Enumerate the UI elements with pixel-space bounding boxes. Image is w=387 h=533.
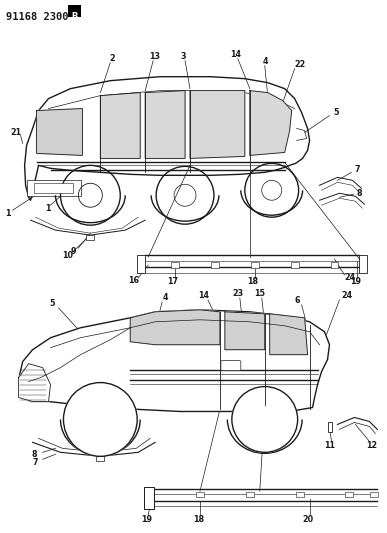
Polygon shape <box>145 91 185 158</box>
Polygon shape <box>36 109 82 156</box>
Text: 91168 2300: 91168 2300 <box>6 12 68 22</box>
Bar <box>346 492 353 497</box>
Text: 18: 18 <box>247 278 259 286</box>
Text: 23: 23 <box>232 289 243 298</box>
Bar <box>251 262 259 268</box>
FancyBboxPatch shape <box>34 183 74 193</box>
Text: 14: 14 <box>199 292 209 301</box>
Text: 5: 5 <box>50 300 55 309</box>
Polygon shape <box>130 310 220 345</box>
Bar <box>330 262 339 268</box>
Bar <box>171 262 179 268</box>
Text: 12: 12 <box>366 441 377 450</box>
FancyBboxPatch shape <box>27 180 81 196</box>
FancyBboxPatch shape <box>221 361 241 370</box>
Circle shape <box>63 383 137 456</box>
Bar <box>196 492 204 497</box>
Text: 24: 24 <box>344 273 355 282</box>
Text: 20: 20 <box>302 514 313 523</box>
Text: 7: 7 <box>354 165 360 174</box>
Text: 14: 14 <box>230 50 241 59</box>
Bar <box>296 492 304 497</box>
Bar <box>137 255 145 273</box>
Polygon shape <box>225 312 265 350</box>
Text: B: B <box>71 12 77 22</box>
Polygon shape <box>270 314 308 354</box>
Bar <box>96 456 104 461</box>
Text: 19: 19 <box>140 514 152 523</box>
Text: 9: 9 <box>71 247 76 255</box>
Polygon shape <box>190 91 245 158</box>
Text: 6: 6 <box>295 296 300 305</box>
Text: 17: 17 <box>168 278 178 286</box>
Text: 7: 7 <box>33 458 38 467</box>
Text: 4: 4 <box>163 293 168 302</box>
Bar <box>327 423 332 432</box>
Text: 8: 8 <box>32 450 38 459</box>
Text: 5: 5 <box>334 108 339 117</box>
Text: 18: 18 <box>194 514 205 523</box>
Polygon shape <box>250 91 292 156</box>
Text: 24: 24 <box>341 292 352 301</box>
Text: 16: 16 <box>128 277 139 286</box>
Text: 19: 19 <box>350 278 361 286</box>
Text: 15: 15 <box>254 289 265 298</box>
Polygon shape <box>19 364 51 401</box>
Text: 1: 1 <box>5 209 10 217</box>
Text: 3: 3 <box>180 52 186 61</box>
Circle shape <box>232 386 298 453</box>
Text: 10: 10 <box>62 251 73 260</box>
Bar <box>291 262 299 268</box>
Text: 21: 21 <box>10 128 21 137</box>
Bar <box>144 487 154 509</box>
Circle shape <box>252 407 278 432</box>
Text: 8: 8 <box>356 189 362 198</box>
Bar <box>246 492 254 497</box>
Text: 22: 22 <box>294 60 305 69</box>
Bar <box>86 235 94 240</box>
Bar <box>211 262 219 268</box>
Text: 4: 4 <box>263 57 269 66</box>
Bar <box>360 255 367 273</box>
Circle shape <box>86 405 115 434</box>
Text: 2: 2 <box>110 54 115 63</box>
Polygon shape <box>25 77 310 200</box>
FancyBboxPatch shape <box>68 5 81 17</box>
Circle shape <box>36 354 48 366</box>
Text: 13: 13 <box>150 52 161 61</box>
Text: 1: 1 <box>45 204 50 213</box>
Polygon shape <box>19 310 329 413</box>
Text: 11: 11 <box>324 441 335 450</box>
Bar <box>370 492 378 497</box>
Polygon shape <box>100 93 140 158</box>
